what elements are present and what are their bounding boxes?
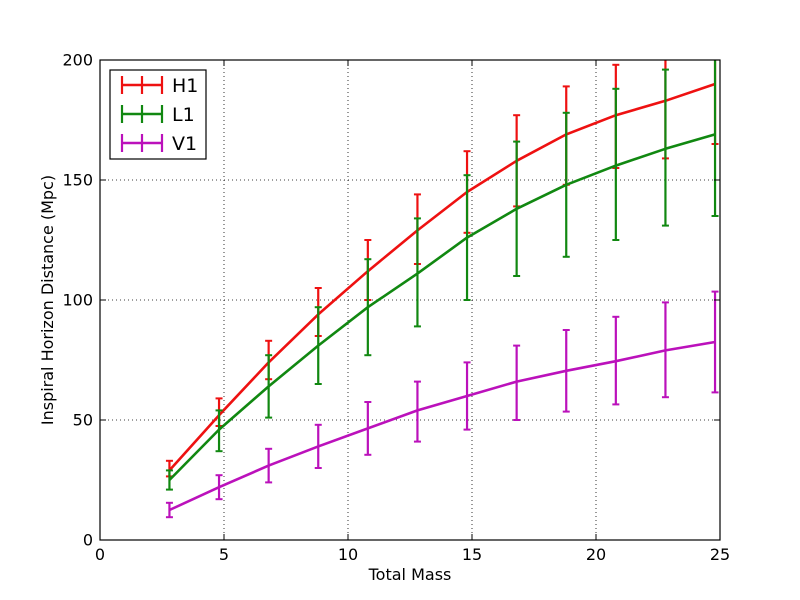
legend-label: L1 bbox=[172, 104, 195, 126]
x-tick-label: 25 bbox=[710, 545, 730, 564]
series-layer bbox=[165, 60, 719, 519]
axes bbox=[99, 59, 721, 541]
y-tick-label: 50 bbox=[73, 411, 93, 430]
x-tick-label: 0 bbox=[95, 545, 105, 564]
series-v1 bbox=[165, 290, 719, 519]
legend-label: V1 bbox=[172, 133, 197, 155]
x-axis-label: Total Mass bbox=[368, 565, 452, 584]
y-tick-label: 0 bbox=[83, 531, 93, 550]
x-tick-label: 20 bbox=[586, 545, 606, 564]
x-tick-label: 10 bbox=[338, 545, 358, 564]
y-tick-label: 100 bbox=[62, 291, 93, 310]
y-tick-label: 200 bbox=[62, 51, 93, 70]
legend: H1 L1 V1 bbox=[109, 69, 207, 160]
legend-item-l1: L1 bbox=[120, 104, 195, 126]
y-axis-label: Inspiral Horizon Distance (Mpc) bbox=[38, 175, 57, 425]
legend-label: H1 bbox=[172, 75, 198, 97]
y-tick-label: 150 bbox=[62, 171, 93, 190]
series-line-l1 bbox=[168, 133, 716, 481]
legend-item-h1: H1 bbox=[120, 75, 198, 97]
legend-item-v1: V1 bbox=[120, 133, 197, 155]
x-tick-label: 5 bbox=[219, 545, 229, 564]
series-line-v1 bbox=[168, 340, 716, 512]
x-tick-label: 15 bbox=[462, 545, 482, 564]
series-line-h1 bbox=[168, 82, 716, 472]
tick-labels: 0 5 10 15 20 25 0 50 100 150 200 bbox=[62, 51, 730, 565]
series-l1 bbox=[165, 60, 719, 491]
